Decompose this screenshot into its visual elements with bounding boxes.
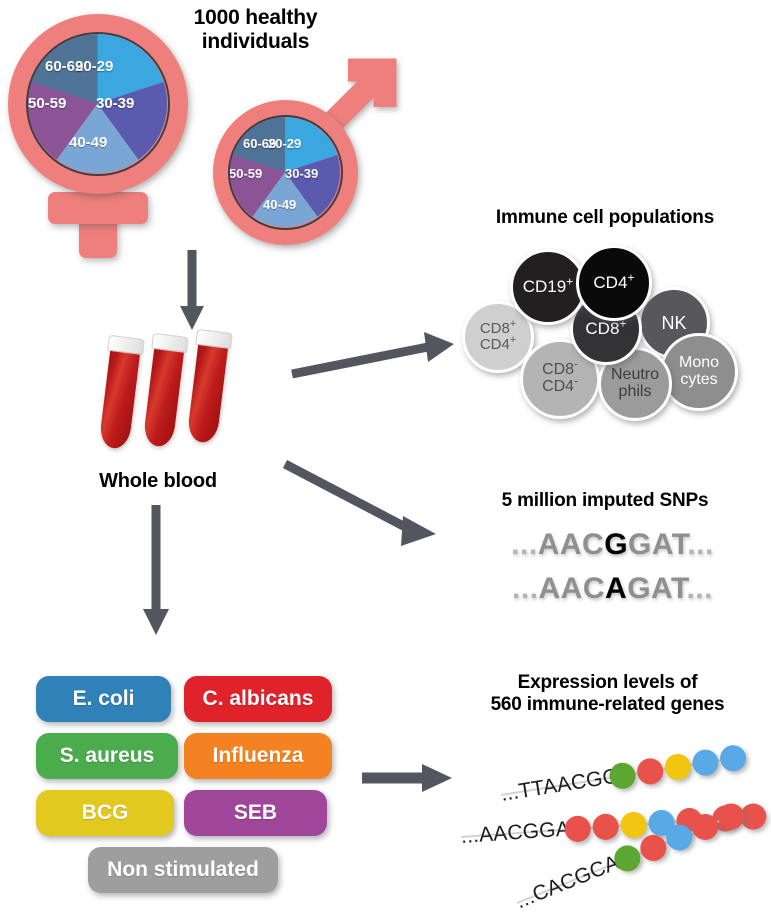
snp-suffix: GAT <box>628 528 688 561</box>
blood-tube-body <box>98 343 141 450</box>
strand-sequence: ...AACGGAT <box>460 816 583 848</box>
immune-cell-bubble-monocytes: Mono cytes <box>660 333 738 411</box>
bubble-label: CD8- CD4- <box>542 358 578 395</box>
stimulation-box-s-aureus[interactable]: S. aureus <box>36 733 178 779</box>
pie-label-30-39: 30-39 <box>285 166 319 181</box>
pie-slice-30-39 <box>285 155 340 217</box>
snp-sequence-row: ...AACGGAT... <box>470 528 755 562</box>
pie-slice-20-29 <box>97 34 164 104</box>
arrow-blood-to-immune <box>291 332 454 379</box>
immune-cell-bubble-cd19pos: CD19+ <box>510 249 586 325</box>
stimulation-box-influenza[interactable]: Influenza <box>184 733 332 779</box>
female-cohort-symbol: 20-29 30-39 40-49 50-59 60-69 <box>8 14 188 259</box>
strand-bead <box>635 756 666 787</box>
strand-sequence: ...TTAACGG <box>499 764 621 806</box>
strand-bead <box>690 747 721 778</box>
pie-label-20-29: 20-29 <box>268 136 302 151</box>
arrow-cohort-to-blood <box>180 250 204 330</box>
strand-bead <box>591 813 620 841</box>
immune-cell-bubble-cluster: CD8+ CD4+ NK CD8- CD4- Mono cytes Neutro phi… <box>462 243 762 423</box>
pie-label-20-29: 20-29 <box>75 58 114 75</box>
female-pie-svg <box>28 34 167 173</box>
pie-slice-50-59 <box>28 82 98 160</box>
male-age-pie-chart: 20-29 30-39 40-49 50-59 60-69 <box>228 115 343 230</box>
female-age-pie-chart: 20-29 30-39 40-49 50-59 60-69 <box>26 32 170 176</box>
stimulation-box-e-coli[interactable]: E. coli <box>36 676 171 722</box>
bubble-label: NK <box>661 312 687 333</box>
immune-cell-populations-title: Immune cell populations <box>495 207 715 228</box>
pie-slice-30-39 <box>97 82 167 160</box>
bubble-label: CD4+ <box>593 270 635 293</box>
pie-label-40-49: 40-49 <box>263 197 297 212</box>
pie-label-60-69: 60-69 <box>243 136 277 151</box>
stimulation-label: S. aureus <box>59 744 155 767</box>
strand-bead <box>718 743 748 774</box>
stimulation-label: SEB <box>233 801 278 824</box>
pie-label-60-69: 60-69 <box>45 58 84 75</box>
pie-slice-20-29 <box>285 117 338 172</box>
snp-suffix: GAT <box>627 572 687 605</box>
snp-prefix: AAC <box>538 572 606 605</box>
snp-allele: G <box>604 528 629 561</box>
stimulation-conditions-grid: E. coli C. albicans S. aureus Influenza … <box>36 676 342 904</box>
blood-tube-body <box>186 337 229 444</box>
bubble-label: Neutro phils <box>610 366 660 400</box>
immune-cell-bubble-cd8neg-cd4neg: CD8- CD4- <box>520 339 600 419</box>
whole-blood-tubes <box>98 327 247 457</box>
stimulation-box-c-albicans[interactable]: C. albicans <box>184 676 332 722</box>
strand-bead <box>563 814 592 843</box>
stimulation-label: E. coli <box>72 687 135 710</box>
bubble-label: CD19+ <box>522 274 574 297</box>
pie-slice-40-49 <box>56 103 139 173</box>
immune-cell-bubble-cd4pos: CD4+ <box>576 245 652 321</box>
pie-slice-50-59 <box>230 155 285 217</box>
snp-suffix-dots: ... <box>687 528 714 561</box>
male-pie-svg <box>230 117 340 227</box>
blood-tube <box>98 334 145 450</box>
page-title: 1000 healthy individuals <box>193 6 318 54</box>
strand-bead <box>662 752 693 782</box>
arrow-blood-to-stimulation <box>143 505 169 635</box>
male-cohort-symbol: 20-29 30-39 40-49 50-59 60-69 <box>213 40 413 245</box>
expression-strand: ...TTAACGG <box>499 743 748 810</box>
pie-slice-40-49 <box>252 172 318 227</box>
stimulation-box-seb[interactable]: SEB <box>184 790 327 836</box>
snp-suffix-dots: ... <box>686 572 713 605</box>
arrow-stimulation-to-expression <box>362 764 452 792</box>
bubble-label: CD8+ CD4+ <box>479 318 517 353</box>
bubble-label: Mono cytes <box>678 354 720 388</box>
stimulation-label: BCG <box>81 801 129 824</box>
pie-label-40-49: 40-49 <box>69 134 108 151</box>
expression-title-line1: Expression levels of <box>517 672 698 693</box>
pie-slice-60-69 <box>232 117 285 172</box>
stimulation-box-non-stimulated[interactable]: Non stimulated <box>88 847 278 893</box>
expression-levels-title: Expression levels of 560 immune-related … <box>455 672 760 716</box>
snp-allele: A <box>605 572 628 605</box>
female-symbol-stem-horizontal <box>48 192 148 224</box>
bubble-label: CD8+ <box>585 316 627 339</box>
blood-tube <box>186 328 233 444</box>
blood-tube <box>142 332 189 448</box>
pie-label-50-59: 50-59 <box>28 95 67 112</box>
stimulation-label: C. albicans <box>202 687 314 710</box>
pie-label-30-39: 30-39 <box>96 95 135 112</box>
whole-blood-label: Whole blood <box>99 470 217 492</box>
snp-sequence-block: ...AACGGAT... ...AACAGAT... <box>470 528 755 618</box>
snps-title: 5 million imputed SNPs <box>501 490 709 511</box>
snp-prefix-dots: ... <box>511 528 538 561</box>
arrow-blood-to-snps <box>282 460 436 546</box>
snp-sequence-row: ...AACAGAT... <box>470 572 755 606</box>
blood-tube-body <box>142 341 185 448</box>
stimulation-box-bcg[interactable]: BCG <box>36 790 174 836</box>
snp-prefix-dots: ... <box>512 572 539 605</box>
stimulation-label: Influenza <box>212 744 304 767</box>
snp-prefix: AAC <box>537 528 605 561</box>
pie-slice-60-69 <box>31 34 98 104</box>
pie-label-50-59: 50-59 <box>229 166 263 181</box>
gene-expression-strands: ...TTAACGG ...AACGGAT ...CACGCAA <box>455 743 768 913</box>
stimulation-label: Non stimulated <box>107 858 259 881</box>
expression-title-line2: 560 immune-related genes <box>490 693 725 715</box>
immune-cell-bubble-neutrophils: Neutro phils <box>598 347 672 421</box>
